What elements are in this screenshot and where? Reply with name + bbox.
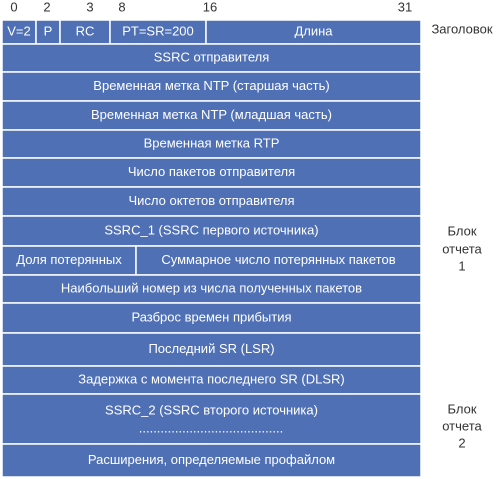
bit-position: 8 [118, 0, 125, 14]
field [1, 365, 422, 395]
field-label: Временная метка RTP [144, 135, 280, 150]
field-label: Длина [294, 23, 333, 38]
field [1, 100, 422, 131]
field-label: Число октетов отправителя [128, 193, 294, 208]
side-label: Блок [447, 223, 476, 238]
bit-position: 0 [10, 0, 17, 14]
side-label: Заголовок [431, 21, 492, 36]
field [1, 43, 422, 73]
field-label: Временная метка NTP (младшая часть) [91, 107, 332, 122]
bit-position: 31 [398, 0, 412, 14]
field-label: V=2 [7, 23, 31, 38]
side-label: 2 [458, 435, 465, 450]
field [1, 443, 422, 478]
field [1, 302, 422, 334]
field-label: RC [76, 23, 95, 38]
bit-position: 16 [203, 0, 217, 14]
field-label: SSRC_2 (SSRC второго источника) [105, 402, 318, 417]
field [135, 245, 422, 276]
continuation: ........................................ [139, 420, 283, 435]
side-label: отчета [442, 418, 482, 433]
field-label: Число пакетов отправителя [128, 164, 295, 179]
field [1, 215, 422, 247]
side-label: Блок [447, 401, 476, 416]
field [1, 157, 422, 188]
side-label: отчета [442, 241, 482, 256]
bit-position: 3 [86, 0, 93, 14]
field-label: Задержка с момента последнего SR (DLSR) [78, 371, 345, 386]
field [1, 332, 422, 367]
field [1, 186, 422, 217]
field-label: SSRC отправителя [154, 49, 270, 64]
field-label: Суммарное число потерянных пакетов [161, 252, 395, 267]
field-label: SSRC_1 (SSRC первого источника) [104, 222, 318, 237]
field-label: PT=SR=200 [122, 23, 194, 38]
field-label: Наибольший номер из числа полученных пак… [61, 280, 362, 295]
field-label: Временная метка NTP (старшая часть) [93, 78, 329, 93]
field-label: P [44, 23, 53, 38]
field-label: Расширения, определяемые профайлом [88, 452, 335, 467]
field-label: Последний SR (LSR) [148, 341, 274, 356]
field-label: Разброс времен прибытия [131, 309, 291, 324]
field-label: Доля потерянных [16, 252, 122, 267]
field [1, 393, 422, 445]
bit-position: 2 [43, 0, 50, 14]
side-label: 1 [458, 258, 465, 273]
